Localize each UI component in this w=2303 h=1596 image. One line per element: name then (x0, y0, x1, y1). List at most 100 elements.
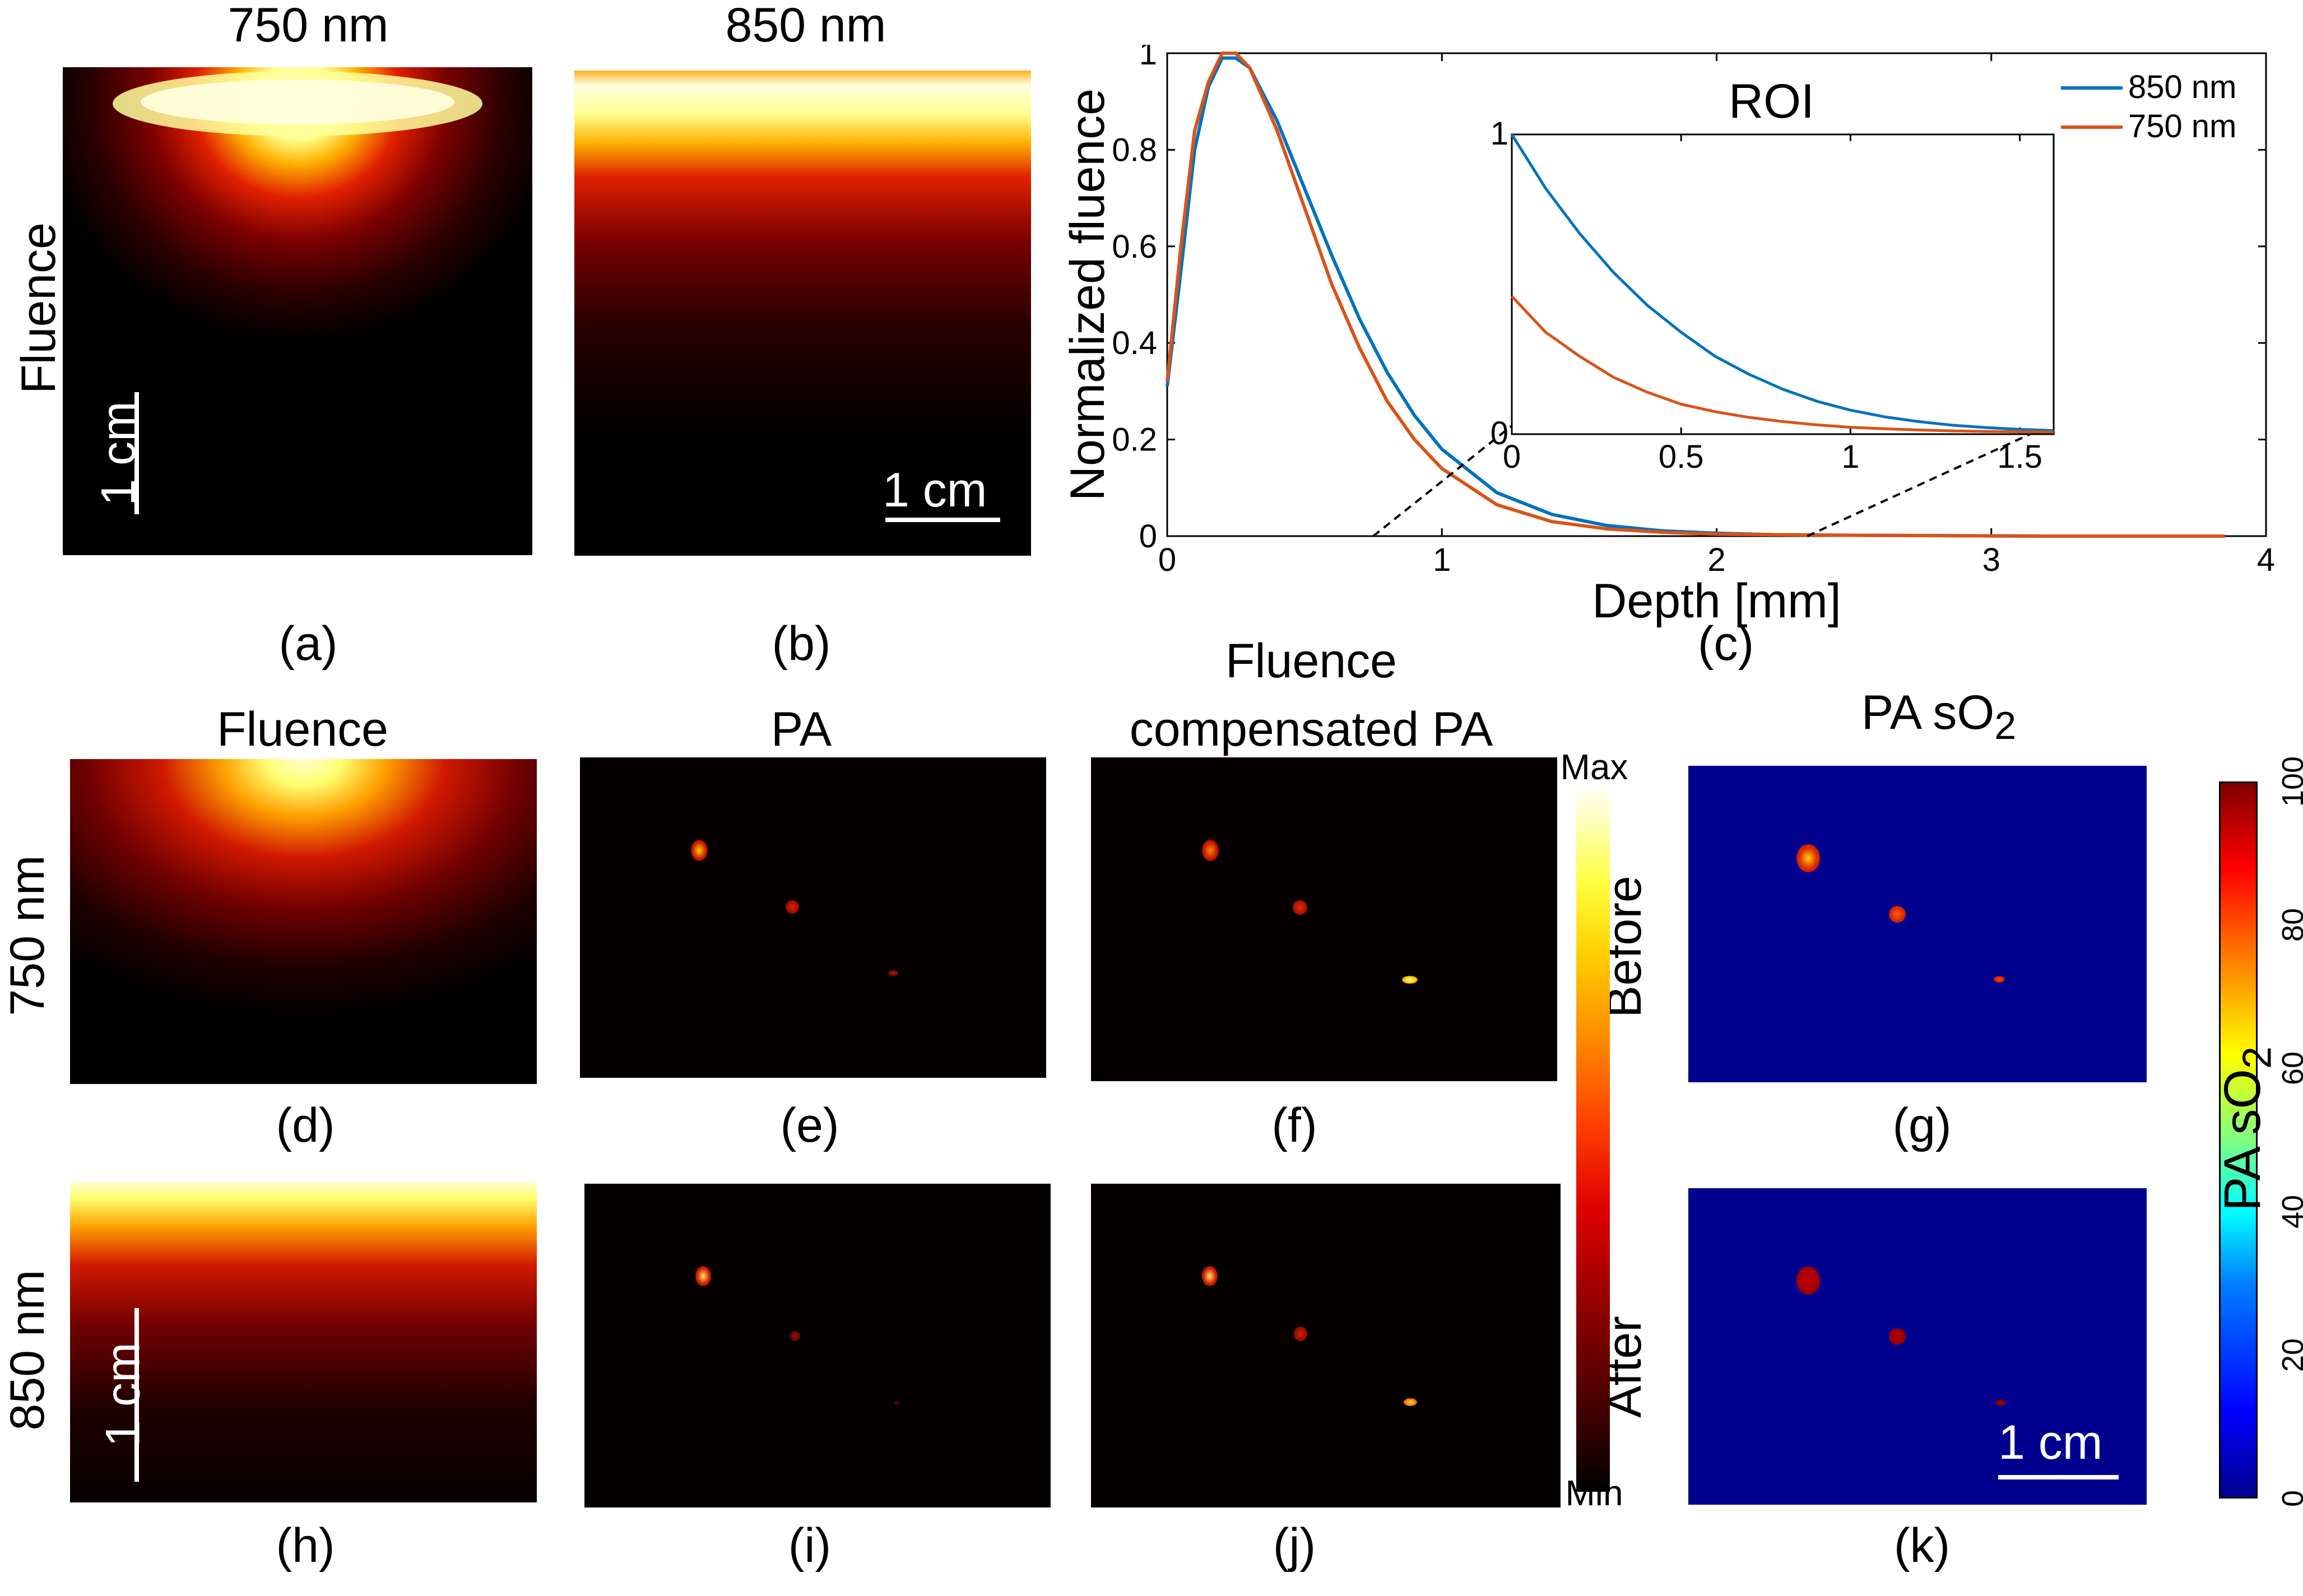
vessel (695, 1266, 711, 1286)
row-label-fluence: Fluence (12, 222, 66, 394)
y-tick-label: 0.4 (1112, 325, 1157, 361)
vessel (1994, 976, 2005, 983)
series-line-750nm (1166, 52, 2225, 538)
vessel (1796, 844, 1820, 872)
fluence-depth-chart: 0 1 2 3 4 0 0.2 0.4 0.6 0.8 1 Depth [mm] Normalized … (1061, 45, 2275, 628)
vessel (894, 1401, 900, 1404)
jet-colorbar-tick-label: 80 (2276, 908, 2303, 942)
vessel (1404, 1398, 1417, 1406)
y-tick-label: 0.6 (1112, 229, 1157, 265)
scale-bar (134, 392, 139, 514)
inset-y-tick-label: 0 (1491, 415, 1508, 452)
col-title-pa: PA (770, 702, 832, 756)
y-tick-label: 0.2 (1112, 422, 1157, 458)
colorbar-min-label: Min (1565, 1473, 1623, 1513)
caption-j: (j) (1273, 1519, 1316, 1572)
vessel (1294, 1327, 1307, 1341)
so2-image-before (1688, 766, 2147, 1082)
x-tick-label: 1 (1433, 542, 1451, 578)
compensated-pa-image-850nm (1091, 1184, 1561, 1507)
caption-h: (h) (276, 1519, 335, 1572)
vessel (1889, 1328, 1906, 1345)
fluence-image-750nm (70, 759, 537, 1084)
caption-i: (i) (788, 1519, 832, 1572)
inset-title: ROI (1729, 75, 1814, 128)
vessel (1202, 1266, 1218, 1286)
pa-image-850nm (584, 1184, 1051, 1507)
vessel (1889, 906, 1906, 923)
col-title-pa-so2: PA sO2 (1771, 685, 2107, 748)
y-axis-label: Normalized fluence (1061, 89, 1115, 501)
col-title-fluence: Fluence (217, 702, 388, 756)
inset-series-line-750nm (1511, 295, 2054, 434)
jet-colorbar-label-sub: 2 (2235, 1046, 2280, 1069)
hot-colorbar (1576, 783, 1610, 1492)
x-tick-label: 0 (1158, 542, 1176, 578)
scale-bar (885, 518, 1000, 522)
row-label-750nm: 750 nm (1, 855, 54, 1016)
inset-x-tick-label: 0.5 (1659, 439, 1704, 475)
col-title-pa-so2-sub: 2 (1994, 704, 2017, 748)
y-tick-label: 1 (1139, 45, 1157, 72)
scale-bar-label: 1 cm (91, 401, 146, 506)
fluence-image-750nm-top: 1 cm (63, 67, 532, 555)
inset-x-tick-label: 0 (1503, 439, 1521, 475)
caption-g: (g) (1892, 1099, 1952, 1152)
inset-x-tick-label: 1 (1841, 439, 1859, 475)
scale-bar (1998, 1475, 2119, 1479)
scale-bar (134, 1308, 139, 1482)
x-tick-label: 3 (1982, 542, 2000, 578)
caption-e: (e) (780, 1099, 839, 1152)
zoom-connector (1372, 425, 1513, 537)
colorbar-max-label: Max (1560, 747, 1628, 787)
inset-plot-area (1511, 133, 2055, 435)
col-title-compensated-line2: compensated PA (1129, 702, 1493, 756)
title-850nm: 850 nm (725, 0, 886, 52)
jet-colorbar-label: PA sO2 (2213, 1011, 2279, 1246)
scale-bar-label: 1 cm (883, 463, 987, 517)
col-title-pa-so2-main: PA sO (1861, 686, 1995, 739)
x-axis-label: Depth [mm] (1592, 574, 1841, 628)
vessel (1402, 976, 1418, 984)
x-tick-label: 4 (2257, 542, 2275, 578)
jet-colorbar-tick-label: 40 (2276, 1194, 2303, 1229)
jet-colorbar-tick-label: 100 (2276, 756, 2303, 807)
pa-image-750nm (580, 757, 1046, 1078)
caption-f: (f) (1271, 1099, 1317, 1152)
vessel (786, 900, 799, 914)
y-tick-label: 0.8 (1112, 132, 1157, 168)
vessel (691, 840, 708, 861)
caption-k: (k) (1893, 1519, 1951, 1572)
title-750nm: 750 nm (227, 0, 389, 52)
legend-label: 850 nm (2128, 69, 2236, 105)
row-label-850nm: 850 nm (1, 1269, 54, 1431)
vessel (888, 970, 898, 976)
so2-image-after: 1 cm (1688, 1188, 2147, 1505)
caption-a: (a) (278, 617, 338, 671)
vessel (790, 1331, 800, 1341)
vessel (1293, 900, 1307, 915)
x-tick-label: 2 (1707, 542, 1725, 578)
fluence-image-850nm-top: 1 cm (574, 71, 1031, 556)
col-title-compensated-line1: Fluence (1225, 634, 1397, 688)
caption-b: (b) (772, 617, 831, 671)
scale-bar-label: 1 cm (1998, 1416, 2103, 1469)
zoom-connector (1807, 427, 2043, 537)
vessel (1995, 1400, 2005, 1406)
inset-series-line-850nm (1510, 133, 2054, 432)
fluence-image-850nm: 1 cm (70, 1182, 537, 1502)
jet-colorbar-label-main: PA sO (2214, 1069, 2271, 1211)
jet-colorbar-tick-label: 20 (2276, 1338, 2303, 1372)
caption-c: (c) (1697, 617, 1754, 671)
legend-label: 750 nm (2128, 108, 2236, 145)
scale-bar-label: 1 cm (96, 1342, 150, 1447)
compensated-pa-image-750nm (1091, 757, 1557, 1081)
inset-y-tick-label: 1 (1491, 115, 1508, 152)
jet-colorbar-tick-label: 0 (2276, 1468, 2303, 1529)
jet-colorbar (2219, 781, 2258, 1499)
caption-d: (d) (276, 1099, 335, 1152)
y-tick-label: 0 (1139, 518, 1157, 555)
vessel (1796, 1267, 1820, 1295)
inset-x-tick-label: 1.5 (1997, 439, 2042, 475)
vessel (1202, 840, 1219, 861)
